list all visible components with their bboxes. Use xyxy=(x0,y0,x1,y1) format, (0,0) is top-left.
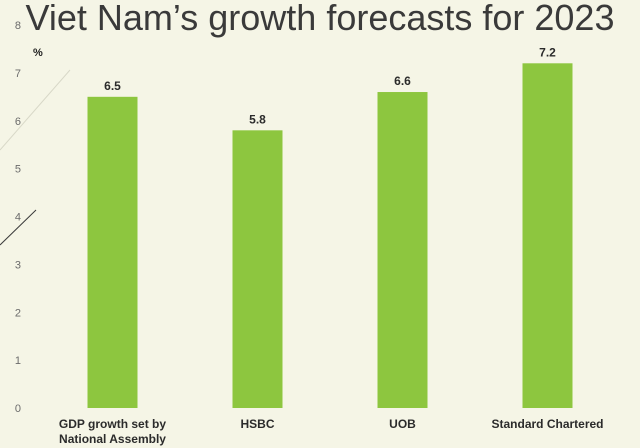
x-tick-label: HSBC xyxy=(240,417,274,431)
bars xyxy=(87,63,573,409)
x-tick-label-line: GDP growth set by xyxy=(59,417,166,431)
data-label: 6.6 xyxy=(394,74,411,88)
y-tick-label: 2 xyxy=(15,307,21,319)
bar xyxy=(87,96,138,408)
data-label: 6.5 xyxy=(104,79,121,93)
x-tick-label: GDP growth set by National Assembly xyxy=(59,417,166,446)
y-tick-label: 8 xyxy=(15,20,21,32)
y-tick-label: 4 xyxy=(15,212,21,224)
y-axis: 0 1 2 3 4 5 6 7 8 xyxy=(15,20,21,415)
bar xyxy=(377,92,428,409)
bar xyxy=(232,130,283,408)
y-tick-label: 6 xyxy=(15,116,21,128)
y-tick-label: 5 xyxy=(15,164,21,176)
bar xyxy=(522,63,573,409)
chart-title: Viet Nam’s growth forecasts for 2023 xyxy=(26,0,615,38)
data-label: 5.8 xyxy=(249,112,266,126)
y-axis-unit: % xyxy=(33,47,43,59)
x-tick-label-line: HSBC xyxy=(240,417,274,431)
y-tick-label: 0 xyxy=(15,403,21,415)
decorative-stroke xyxy=(0,209,37,246)
decorative-stroke xyxy=(0,69,71,151)
x-tick-label-line: UOB xyxy=(389,417,416,431)
x-tick-label-line: National Assembly xyxy=(59,432,166,446)
x-tick-label: Standard Chartered xyxy=(491,417,603,431)
y-tick-label: 7 xyxy=(15,68,21,80)
x-axis: GDP growth set by National Assembly HSBC UO… xyxy=(59,417,604,446)
data-label: 7.2 xyxy=(539,45,556,59)
y-tick-label: 1 xyxy=(15,355,21,367)
x-tick-label: UOB xyxy=(389,417,416,431)
y-tick-label: 3 xyxy=(15,259,21,271)
x-tick-label-line: Standard Chartered xyxy=(491,417,603,431)
data-labels: 6.5 5.8 6.6 7.2 xyxy=(104,45,556,126)
